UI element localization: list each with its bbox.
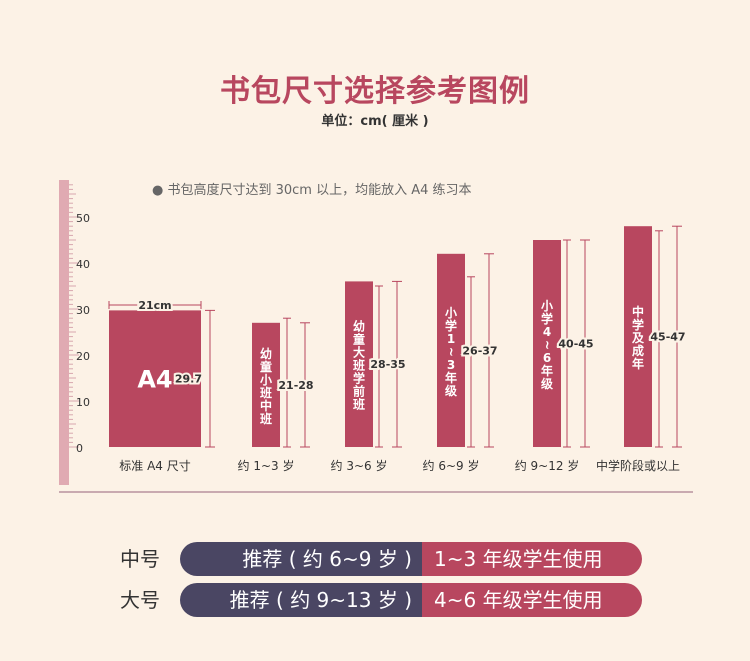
- recommendation-row-large: 大号 推荐 ( 约 9~13 岁 ) 4~6 年级学生使用: [120, 583, 642, 617]
- bar-label: 年: [541, 363, 553, 378]
- bar-label: 1: [447, 332, 455, 346]
- bar-label: 6: [543, 351, 551, 365]
- range-label: 28-35: [370, 358, 405, 371]
- bar-label: 大: [353, 345, 365, 360]
- bar-label: 及: [632, 331, 645, 345]
- y-tick-label: 30: [76, 304, 90, 317]
- bar: [533, 240, 561, 447]
- size-chart: 0 10 20 30 40 50 ● 书包高度尺寸达到 30cm 以上，均能放入 A4 练习…: [59, 180, 693, 493]
- size-label: 中号: [120, 547, 160, 571]
- bar-label: 班: [353, 358, 365, 373]
- bar-label: 年: [445, 370, 457, 385]
- x-tick-label: 中学阶段或以上: [596, 458, 680, 473]
- range-label: 40-45: [558, 338, 593, 351]
- bar-label: 学: [445, 318, 457, 333]
- bar-label: 小: [445, 305, 457, 320]
- y-tick-label: 10: [76, 396, 90, 409]
- bar-label: 童: [353, 332, 365, 347]
- bar-label: 级: [541, 376, 553, 391]
- bar-label: 年: [632, 356, 644, 371]
- size-label: 大号: [120, 588, 160, 612]
- bar-label: 中: [632, 304, 644, 319]
- bar-label: 班: [260, 411, 272, 426]
- bar-label: 幼: [260, 346, 272, 361]
- bar-label: ~: [444, 347, 458, 357]
- range-label: 26-37: [462, 344, 497, 357]
- x-tick-label: 约 9~12 岁: [515, 458, 580, 473]
- chart-note: ● 书包高度尺寸达到 30cm 以上，均能放入 A4 练习本: [152, 182, 472, 198]
- bar-label: 成: [632, 343, 644, 358]
- x-tick-label: 标准 A4 尺寸: [119, 459, 190, 473]
- ruler-strip: [59, 180, 69, 485]
- bar-label: 小: [541, 298, 553, 313]
- range-label: 21-28: [278, 379, 313, 392]
- bar-label: 中: [260, 398, 272, 413]
- bar-label: 学: [541, 311, 553, 326]
- bar-label: ~: [540, 340, 554, 350]
- bar: [252, 322, 280, 447]
- width-label: 21cm: [138, 299, 171, 312]
- x-tick-label: 约 1~3 岁: [238, 458, 295, 473]
- bar-label: 童: [260, 359, 272, 374]
- age-recommendation: 推荐 ( 约 9~13 岁 ): [180, 583, 422, 617]
- bar: [437, 253, 465, 447]
- y-tick-label: 40: [76, 258, 90, 271]
- page-title: 书包尺寸选择参考图例: [220, 74, 530, 109]
- range-label: 29.7: [175, 373, 202, 386]
- bar-label: 学: [353, 371, 365, 386]
- age-recommendation: 推荐 ( 约 6~9 岁 ): [180, 542, 422, 576]
- bar-label: A4: [137, 366, 172, 394]
- bar: [109, 310, 201, 447]
- unit-label: 单位：cm( 厘米 ): [321, 114, 429, 129]
- bar-label: 班: [260, 385, 272, 400]
- bar: [624, 226, 652, 447]
- bar-label: 幼: [353, 319, 365, 334]
- bar-label: 前: [353, 384, 365, 399]
- bar-label: 级: [445, 383, 457, 398]
- recommendation-pill: 推荐 ( 约 9~13 岁 ) 4~6 年级学生使用: [180, 583, 642, 617]
- bar-label: 学: [632, 317, 644, 332]
- x-tick-label: 约 3~6 岁: [331, 458, 388, 473]
- x-tick-label: 约 6~9 岁: [423, 458, 480, 473]
- bar-label: 3: [447, 358, 455, 372]
- bar-label: 班: [353, 397, 365, 412]
- bar: [345, 281, 373, 447]
- range-label: 45-47: [650, 331, 685, 344]
- bar-label: 4: [543, 325, 551, 339]
- y-tick-label: 0: [76, 442, 83, 455]
- recommendation-row-medium: 中号 推荐 ( 约 6~9 岁 ) 1~3 年级学生使用: [120, 542, 642, 576]
- recommendation-pill: 推荐 ( 约 6~9 岁 ) 1~3 年级学生使用: [180, 542, 642, 576]
- grade-usage: 4~6 年级学生使用: [422, 583, 642, 617]
- bar-label: 小: [260, 372, 272, 387]
- y-tick-label: 50: [76, 212, 90, 225]
- y-tick-label: 20: [76, 350, 90, 363]
- grade-usage: 1~3 年级学生使用: [422, 542, 642, 576]
